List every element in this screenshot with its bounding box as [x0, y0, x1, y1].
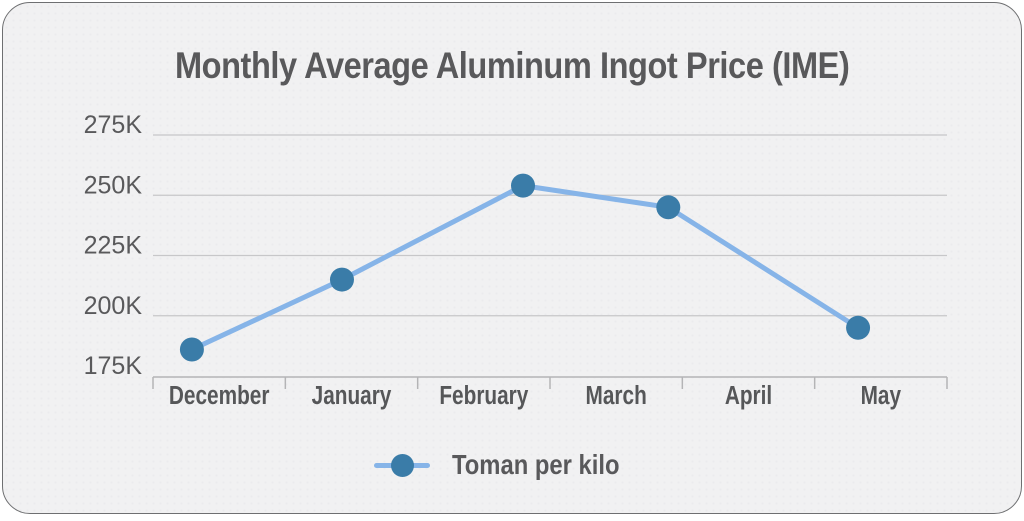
x-axis-label-may: May [861, 381, 901, 410]
x-axis-label-february: February [439, 381, 528, 410]
y-axis-tick-label: 175K [84, 352, 143, 380]
data-point-march [656, 195, 681, 220]
y-axis-tick-label: 225K [84, 232, 143, 260]
legend-marker-icon [374, 453, 431, 477]
y-axis-tick-label: 275K [84, 111, 143, 139]
data-point-may [846, 315, 871, 340]
legend-label: Toman per kilo [452, 449, 620, 480]
data-point-january [329, 267, 354, 292]
x-axis-label-april: April [725, 381, 772, 410]
line-chart: 175K 200K 225K 250K 275K December January Febru… [84, 111, 948, 410]
chart-title-text: Monthly Average Aluminum Ingot Price (IM… [174, 45, 850, 86]
y-axis-tick-label: 200K [84, 292, 143, 320]
legend-dot-icon [391, 454, 415, 477]
y-axis-tick-label: 250K [84, 171, 143, 199]
series-line [189, 183, 861, 352]
data-point-february [511, 173, 536, 198]
chart-title: Monthly Average Aluminum Ingot Price (IM… [3, 47, 1021, 84]
chart-card: Monthly Average Aluminum Ingot Price (IM… [2, 2, 1022, 514]
legend: Toman per kilo [3, 451, 1021, 479]
x-axis-label-december: December [169, 381, 270, 410]
data-point-december [179, 337, 204, 362]
x-axis-label-march: March [586, 381, 647, 410]
x-axis-label-january: January [312, 381, 392, 410]
